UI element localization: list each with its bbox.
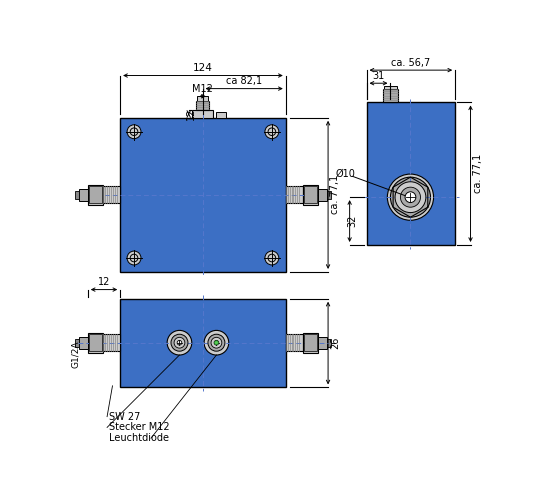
Bar	[88, 333, 103, 353]
Bar	[327, 191, 331, 199]
Bar	[88, 185, 103, 205]
Text: Ø10: Ø10	[335, 169, 355, 179]
Text: ca 82,1: ca 82,1	[226, 76, 262, 86]
Circle shape	[127, 251, 141, 265]
Bar	[75, 191, 79, 199]
Text: 124: 124	[193, 63, 213, 73]
Circle shape	[208, 334, 225, 351]
Bar	[304, 186, 317, 203]
Circle shape	[167, 330, 192, 355]
Text: Stecker M12: Stecker M12	[109, 422, 169, 432]
Bar	[120, 299, 286, 387]
Circle shape	[390, 177, 431, 217]
Bar	[366, 103, 455, 245]
Circle shape	[265, 251, 279, 265]
Text: 26: 26	[331, 337, 340, 349]
Text: Leuchtdiode: Leuchtdiode	[109, 433, 169, 443]
Circle shape	[177, 340, 182, 345]
Bar	[103, 186, 120, 203]
Text: SW 27: SW 27	[109, 412, 140, 422]
Bar	[318, 189, 327, 201]
Bar	[103, 334, 120, 351]
Bar	[384, 86, 397, 89]
Bar	[75, 339, 79, 347]
Text: 12: 12	[186, 108, 196, 120]
Circle shape	[265, 125, 279, 139]
Circle shape	[214, 340, 219, 345]
Bar	[79, 337, 88, 349]
Bar	[286, 186, 302, 203]
Circle shape	[127, 125, 141, 139]
Bar	[217, 113, 226, 118]
Circle shape	[174, 337, 185, 348]
Text: ca. 77,1: ca. 77,1	[331, 175, 340, 214]
Bar	[120, 118, 286, 272]
Text: 31: 31	[372, 71, 384, 81]
Circle shape	[387, 174, 433, 220]
Circle shape	[211, 337, 222, 348]
Text: 32: 32	[348, 215, 358, 227]
Bar	[192, 110, 213, 118]
Text: ca. 77,1: ca. 77,1	[473, 154, 483, 193]
Circle shape	[204, 330, 229, 355]
Circle shape	[395, 182, 426, 212]
Circle shape	[400, 187, 421, 207]
Bar	[304, 334, 317, 351]
Bar	[327, 339, 331, 347]
Bar	[383, 89, 398, 103]
Circle shape	[171, 334, 188, 351]
Text: 12: 12	[98, 277, 110, 287]
Bar	[197, 96, 208, 101]
Bar	[89, 334, 102, 351]
Text: G1/2A: G1/2A	[71, 341, 80, 368]
Bar	[318, 337, 327, 349]
Bar	[302, 333, 318, 353]
Text: M12: M12	[192, 84, 213, 94]
Bar	[79, 189, 88, 201]
Bar	[302, 185, 318, 205]
Bar	[89, 186, 102, 203]
Circle shape	[405, 192, 416, 202]
Bar	[286, 334, 302, 351]
Circle shape	[214, 341, 218, 345]
Bar	[196, 101, 209, 110]
Text: ca. 56,7: ca. 56,7	[391, 58, 431, 68]
